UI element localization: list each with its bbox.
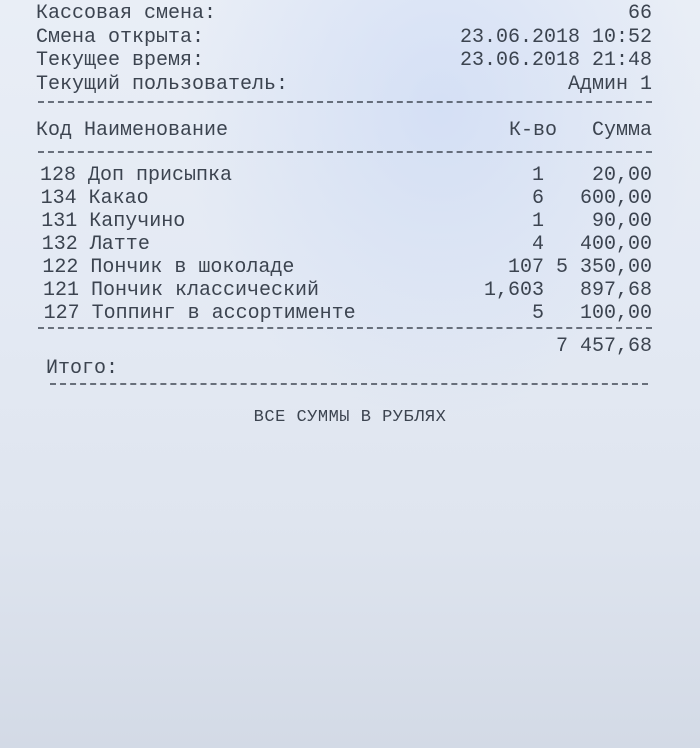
item-qty: 107 xyxy=(507,256,544,279)
item-qty: 4 xyxy=(531,233,544,256)
item-qty: 1 xyxy=(531,210,544,233)
shift-value: 66 xyxy=(627,2,652,25)
item-code-name: 134 Какао xyxy=(40,187,149,210)
item-row: 121 Пончик классический 1,603 897,68 xyxy=(43,280,652,301)
user-row: Текущий пользователь: Админ 1 xyxy=(36,74,652,95)
item-code-name: 127 Топпинг в ассортименте xyxy=(43,302,356,325)
current-time-label: Текущее время: xyxy=(36,49,205,72)
item-sum: 5 350,00 xyxy=(555,256,652,279)
item-row: 132 Латте 4 400,00 xyxy=(42,234,652,255)
current-time-value: 23.06.2018 21:48 xyxy=(459,49,652,72)
item-qty: 5 xyxy=(531,302,544,325)
user-value: Админ 1 xyxy=(567,73,652,96)
total-value: 7 457,68 xyxy=(555,335,652,358)
column-header: Код Наименование К-во Сумма xyxy=(36,120,652,141)
total-value-row: 7 457,68 xyxy=(36,336,652,357)
divider xyxy=(38,151,652,153)
item-sum: 90,00 xyxy=(591,210,652,233)
item-row: 127 Топпинг в ассортименте 5 100,00 xyxy=(44,303,652,324)
item-sum: 20,00 xyxy=(591,164,652,187)
shift-row: Кассовая смена: 66 xyxy=(36,3,652,24)
currency-note: ВСЕ СУММЫ В РУБЛЯХ xyxy=(253,408,447,427)
item-code-name: 132 Латте xyxy=(41,233,150,256)
item-row: 134 Какао 6 600,00 xyxy=(41,188,652,209)
user-label: Текущий пользователь: xyxy=(36,73,289,96)
item-qty: 1 xyxy=(531,164,544,187)
column-code-name: Код Наименование xyxy=(36,119,229,142)
divider xyxy=(50,383,648,385)
shift-label: Кассовая смена: xyxy=(36,2,217,25)
divider xyxy=(38,101,652,103)
item-code-name: 121 Пончик классический xyxy=(43,279,320,302)
item-qty: 6 xyxy=(531,187,544,210)
item-code-name: 131 Капучино xyxy=(41,210,186,233)
item-sum: 897,68 xyxy=(579,279,652,302)
item-sum: 400,00 xyxy=(579,233,652,256)
total-label-row: Итого: xyxy=(46,358,652,379)
item-sum: 100,00 xyxy=(579,302,652,325)
opened-value: 23.06.2018 10:52 xyxy=(459,26,652,49)
item-sum: 600,00 xyxy=(579,187,652,210)
opened-row: Смена открыта: 23.06.2018 10:52 xyxy=(36,27,652,48)
item-qty: 1,603 xyxy=(483,279,544,302)
item-row: 131 Капучино 1 90,00 xyxy=(41,211,652,232)
total-label: Итого: xyxy=(46,357,119,380)
opened-label: Смена открыта: xyxy=(36,26,205,49)
item-code-name: 122 Пончик в шоколаде xyxy=(42,256,295,279)
item-code-name: 128 Доп присыпка xyxy=(40,164,233,187)
column-sum: Сумма xyxy=(591,119,652,142)
item-row: 128 Доп присыпка 1 20,00 xyxy=(40,165,652,186)
divider xyxy=(38,327,652,329)
current-time-row: Текущее время: 23.06.2018 21:48 xyxy=(36,50,652,71)
column-qty: К-во xyxy=(508,119,557,142)
item-row: 122 Пончик в шоколаде 107 5 350,00 xyxy=(42,257,652,278)
